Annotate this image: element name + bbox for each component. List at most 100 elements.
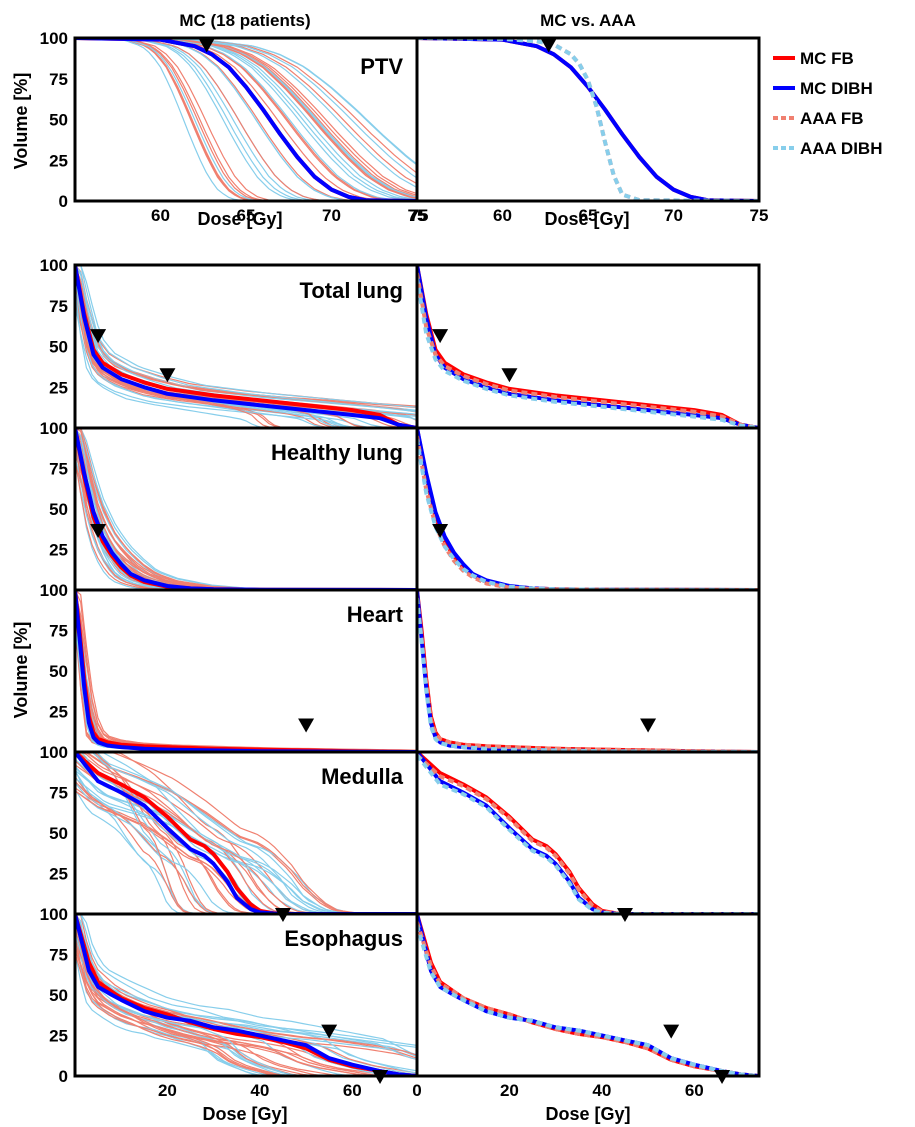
medulla-right-aaa-dibh-line [417,753,759,914]
total-lung-patient-curve [75,265,417,408]
esophagus-patient-curve [75,936,417,1076]
esophagus-right-frame [415,912,761,1078]
esophagus-patient-curve [75,914,417,1076]
healthy-lung-y-tick-label: 25 [49,541,68,560]
medulla-right-aaa-fb-line [417,753,759,914]
legend-label-mc-dibh: MC DIBH [800,79,873,98]
ptv-left-x-tick-label: 70 [322,206,341,225]
panel-title-total-lung: Total lung [300,278,403,303]
panel-title-healthy-lung: Healthy lung [271,440,403,465]
tick-labels: 0 25 50 75 100 60 65 70 75 75 60 65 70 75 25 50 75 100 25 5… [40,29,769,1100]
medulla-y-tick-label: 50 [49,824,68,843]
esophagus-patient-curve [75,951,417,1076]
healthy-lung-y-tick-label: 75 [49,460,68,479]
medulla-patient-curve [75,769,417,914]
medulla-patient-curve [75,752,417,914]
medulla-patient-curve [75,777,417,914]
medulla-patient-curve [75,787,417,914]
medulla-patient-curve [75,776,417,914]
esophagus-right-constraint-marker [663,1024,680,1039]
heart-patient-curve [75,624,417,752]
legend-label-aaa-dibh: AAA DIBH [800,139,882,158]
healthy-lung-right-mc-fb-line [417,428,759,590]
total-lung-right-aaa-fb-line [417,272,759,428]
healthy-lung-left-constraint-marker [90,524,107,539]
healthy-lung-right-mc-dibh-line [417,428,759,590]
heart-y-tick-label: 50 [49,662,68,681]
total-lung-patient-curve [75,274,417,428]
ptv-y-axis-label: Volume [%] [11,73,31,170]
esophagus-left-x-tick-label: 60 [343,1081,362,1100]
ptv-right-frame [415,36,761,203]
heart-patient-curve [75,618,417,752]
ptv-right-constraint-marker [540,38,557,53]
medulla-y-tick-label: 100 [40,743,68,762]
panel-title-heart: Heart [347,602,404,627]
total-lung-left-constraint-marker [90,329,107,344]
esophagus-right-x-tick-label: 0 [412,1081,421,1100]
medulla-patient-curve [75,752,417,914]
total-lung-y-tick-label: 75 [49,297,68,316]
medulla-patient-curve [75,752,417,914]
heart-patient-curve [75,627,417,752]
ptv-right-aaa-fb-line [417,38,759,201]
ptv-y-tick-label: 50 [49,111,68,130]
ptv-left-x-tick-label: 75 [408,206,427,225]
healthy-lung-y-tick-label: 50 [49,500,68,519]
esophagus-right-mc-dibh-line [417,914,759,1076]
esophagus-right-aaa-dibh-line [417,924,759,1076]
ptv-left-x-tick-label: 60 [151,206,170,225]
total-lung-y-tick-label: 50 [49,338,68,357]
panel-frames [73,36,761,1078]
ptv-right-aaa-dibh-line [417,38,759,201]
esophagus-right-x-tick-label: 20 [500,1081,519,1100]
esophagus-right-x-tick-label: 60 [685,1081,704,1100]
medulla-right-constraint-marker [616,908,633,922]
esophagus-patient-curve [75,914,417,1076]
esophagus-patient-curve [75,952,417,1076]
esophagus-patient-curve [75,926,417,1056]
ptv-right-x-tick-label: 75 [750,206,769,225]
heart-patient-curve [75,611,417,752]
esophagus-right-aaa-fb-line [417,921,759,1076]
total-lung-left-constraint-marker [159,368,176,383]
panel-title-esophagus: Esophagus [284,926,403,951]
ptv-left-x-tick-label: 65 [237,206,256,225]
total-lung-right-aaa-dibh-line [417,277,759,428]
total-lung-patient-curve [75,265,417,413]
total-lung-left-mc-dibh-line [75,265,417,428]
total-lung-patient-curve [75,265,417,428]
heart-patient-curve [75,623,417,752]
heart-patient-curve [75,628,417,752]
esophagus-patient-curve [75,916,417,1046]
heart-right-aaa-fb-line [417,597,759,752]
medulla-right-mc-dibh-line [417,752,759,914]
medulla-patient-curve [75,790,417,914]
total-lung-y-tick-label: 100 [40,256,68,275]
medulla-patient-curve [75,764,417,914]
heart-patient-curve [75,611,417,752]
total-lung-right-mc-dibh-line [417,265,759,428]
legend: MC FB MC DIBH AAA FB AAA DIBH [773,49,882,158]
esophagus-left-constraint-marker [321,1024,338,1039]
ptv-right-x-axis-label: Dose [Gy] [544,209,629,229]
medulla-patient-curve [75,788,417,914]
medulla-patient-curve [75,760,417,914]
healthy-lung-y-tick-label: 100 [40,419,68,438]
ptv-right-x-tick-label: 65 [579,206,598,225]
ptv-y-tick-label: 25 [49,151,68,170]
heart-patient-curve [75,622,417,752]
healthy-lung-right-constraint-marker [432,524,449,539]
esophagus-y-tick-label: 75 [49,946,68,965]
heart-right-constraint-marker [640,718,657,733]
total-lung-patient-curve [75,288,417,428]
ptv-right-x-tick-label: 75 [410,206,429,225]
medulla-patient-curve [75,752,417,914]
esophagus-left-constraint-marker [372,1070,389,1084]
ptv-right-mc-dibh-line [417,38,759,201]
heart-patient-curve [75,619,417,752]
medulla-right-frame [415,750,761,916]
ptv-right-x-tick-label: 60 [493,206,512,225]
healthy-lung-right-frame [415,426,761,592]
medulla-patient-curve [75,752,417,914]
